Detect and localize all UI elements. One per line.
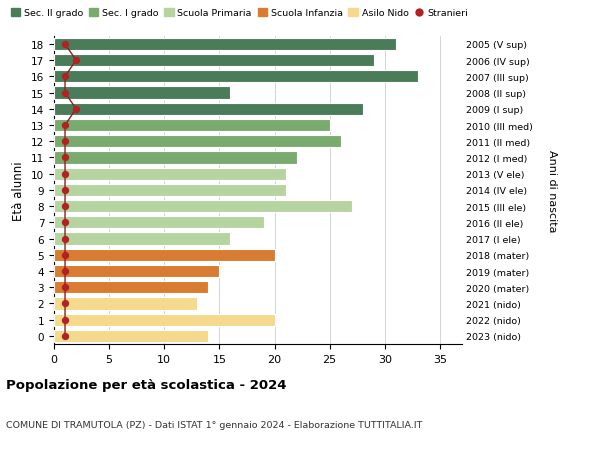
Y-axis label: Età alunni: Età alunni <box>13 161 25 220</box>
Bar <box>54 265 220 278</box>
Bar <box>54 314 275 326</box>
Text: Popolazione per età scolastica - 2024: Popolazione per età scolastica - 2024 <box>6 379 287 392</box>
Bar <box>54 298 197 310</box>
Bar <box>54 168 286 180</box>
Point <box>60 138 70 146</box>
Bar <box>54 152 296 164</box>
Point <box>60 73 70 81</box>
Point <box>60 90 70 97</box>
Point <box>60 268 70 275</box>
Bar <box>54 201 352 213</box>
Legend: Sec. II grado, Sec. I grado, Scuola Primaria, Scuola Infanzia, Asilo Nido, Stran: Sec. II grado, Sec. I grado, Scuola Prim… <box>11 9 468 18</box>
Bar <box>54 136 341 148</box>
Point <box>71 106 81 113</box>
Bar <box>54 87 230 100</box>
Y-axis label: Anni di nascita: Anni di nascita <box>547 149 557 232</box>
Point <box>60 235 70 243</box>
Bar <box>54 233 230 245</box>
Bar <box>54 39 396 51</box>
Point <box>60 252 70 259</box>
Bar <box>54 103 363 116</box>
Point <box>60 154 70 162</box>
Bar <box>54 185 286 196</box>
Point <box>60 122 70 129</box>
Bar <box>54 120 329 132</box>
Bar <box>54 330 208 342</box>
Bar <box>54 281 208 294</box>
Bar <box>54 55 374 67</box>
Bar <box>54 249 275 261</box>
Point <box>60 171 70 178</box>
Text: COMUNE DI TRAMUTOLA (PZ) - Dati ISTAT 1° gennaio 2024 - Elaborazione TUTTITALIA.: COMUNE DI TRAMUTOLA (PZ) - Dati ISTAT 1°… <box>6 420 422 429</box>
Point <box>60 203 70 210</box>
Point <box>60 316 70 324</box>
Point <box>60 219 70 227</box>
Bar <box>54 71 418 83</box>
Point <box>60 187 70 194</box>
Point <box>60 284 70 291</box>
Point <box>71 57 81 65</box>
Point <box>60 41 70 49</box>
Point <box>60 332 70 340</box>
Point <box>60 300 70 308</box>
Bar <box>54 217 263 229</box>
